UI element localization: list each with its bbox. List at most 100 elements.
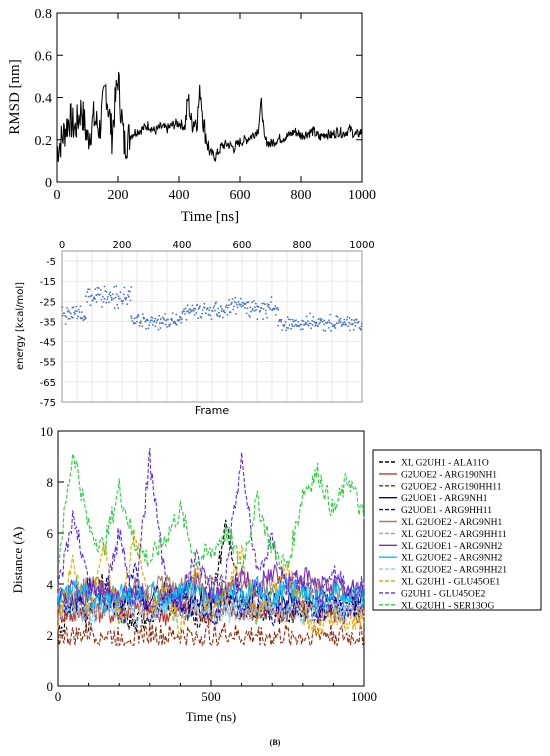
- energy-point: [236, 304, 238, 306]
- energy-point: [297, 321, 300, 323]
- rmsd-y-axis-label: RMSD [nm]: [7, 59, 23, 134]
- energy-point: [129, 299, 132, 302]
- energy-point: [348, 321, 351, 324]
- energy-point: [308, 322, 311, 325]
- legend-label: G2UOE1 - ARG9NH1: [401, 494, 488, 504]
- energy-point: [149, 321, 151, 324]
- energy-point: [317, 325, 319, 328]
- energy-point: [79, 305, 82, 308]
- energy-point: [290, 323, 293, 326]
- energy-point: [94, 297, 96, 300]
- energy-point: [104, 290, 107, 292]
- energy-point: [90, 294, 93, 297]
- energy-point: [73, 311, 76, 314]
- energy-point: [318, 323, 320, 325]
- energy-point: [175, 313, 178, 316]
- energy-point: [208, 309, 211, 312]
- energy-point: [97, 293, 99, 296]
- energy-x-axis-label: Frame: [195, 404, 230, 417]
- energy-point: [244, 302, 247, 305]
- energy-point: [130, 315, 133, 318]
- energy-point: [127, 290, 130, 293]
- energy-point: [127, 294, 129, 296]
- energy-point: [63, 312, 65, 314]
- rmsd-x-tick-label: 200: [108, 188, 129, 203]
- energy-point: [339, 317, 342, 320]
- energy-point: [137, 315, 140, 317]
- energy-point: [233, 301, 236, 303]
- energy-point: [64, 314, 67, 317]
- energy-point: [264, 312, 267, 315]
- energy-point: [331, 325, 334, 328]
- energy-point: [164, 323, 167, 326]
- energy-point: [184, 307, 187, 310]
- energy-point: [249, 316, 251, 318]
- energy-point: [95, 301, 98, 303]
- energy-point: [103, 285, 106, 288]
- energy-point: [180, 321, 183, 324]
- energy-point: [124, 297, 126, 300]
- rmsd-x-tick-label: 400: [169, 188, 190, 203]
- legend-label: XL G2UOE2 - ARG9HH21: [401, 566, 507, 576]
- energy-point: [117, 307, 120, 309]
- energy-point: [301, 328, 304, 330]
- energy-point: [113, 307, 116, 309]
- energy-point: [112, 298, 115, 300]
- energy-point: [262, 308, 265, 310]
- energy-point: [280, 318, 283, 321]
- energy-point: [131, 320, 134, 322]
- energy-point: [203, 306, 206, 309]
- energy-point: [287, 318, 290, 321]
- energy-point: [87, 288, 89, 291]
- energy-point: [170, 317, 173, 320]
- energy-point: [301, 319, 303, 322]
- energy-point: [172, 322, 175, 325]
- energy-point: [185, 310, 188, 313]
- legend-label: XL G2UOE1 - ARG9NH2: [401, 542, 502, 552]
- energy-point: [335, 322, 338, 325]
- rmsd-x-tick-label: 600: [230, 188, 251, 203]
- energy-point: [126, 303, 129, 306]
- energy-point: [148, 324, 151, 327]
- legend-label: XL G2UOE2 - ARG9NH2: [401, 554, 502, 564]
- energy-point: [154, 317, 157, 320]
- energy-point: [360, 325, 363, 328]
- energy-point: [199, 305, 201, 308]
- energy-point: [330, 322, 333, 325]
- energy-point: [249, 306, 252, 309]
- energy-point: [295, 319, 297, 321]
- energy-point: [304, 321, 307, 324]
- energy-point: [348, 317, 351, 319]
- energy-point: [155, 321, 158, 324]
- energy-point: [260, 307, 263, 310]
- energy-point: [261, 302, 263, 305]
- energy-point: [109, 291, 112, 294]
- energy-point: [291, 325, 294, 327]
- energy-point: [262, 318, 264, 320]
- rmsd-line: [56, 71, 363, 163]
- energy-point: [181, 312, 184, 315]
- energy-point: [330, 329, 332, 332]
- energy-point: [77, 315, 79, 318]
- energy-point: [288, 324, 291, 326]
- energy-point: [230, 303, 233, 306]
- distance-y-tick-label: 4: [47, 577, 54, 592]
- energy-point: [81, 317, 84, 319]
- energy-y-tick-label: -55: [40, 358, 56, 369]
- energy-point: [99, 289, 102, 291]
- energy-y-tick-label: -25: [40, 297, 56, 308]
- energy-point: [78, 311, 81, 313]
- energy-point: [86, 291, 89, 293]
- energy-point: [231, 298, 234, 300]
- energy-point: [85, 295, 87, 298]
- energy-point: [146, 319, 149, 322]
- energy-point: [168, 325, 171, 328]
- energy-point: [311, 319, 314, 322]
- energy-y-tick-label: -75: [40, 398, 56, 409]
- energy-point: [338, 320, 341, 322]
- energy-point: [226, 313, 229, 316]
- energy-point: [82, 319, 85, 322]
- energy-point: [166, 326, 169, 328]
- energy-point: [343, 318, 346, 321]
